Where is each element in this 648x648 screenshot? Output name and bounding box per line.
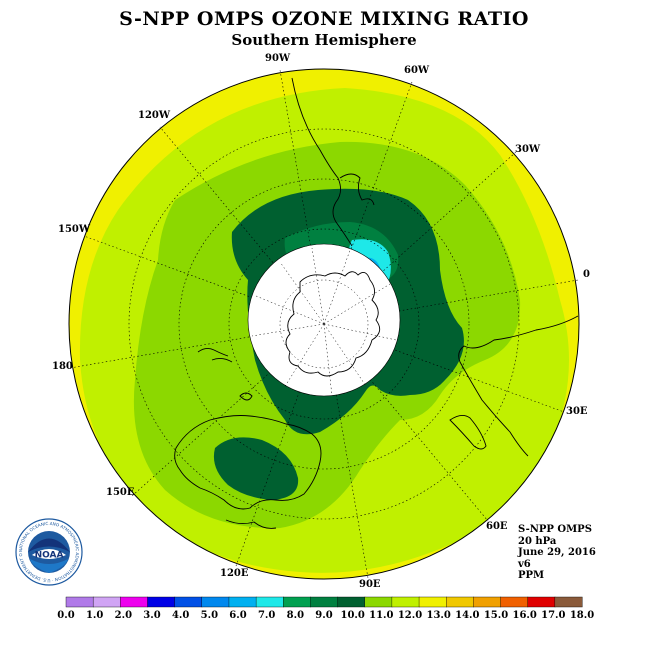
meridian-60w (323, 81, 413, 325)
colorbar-tick-label: 3.0 (143, 610, 160, 621)
lon-label-150w: 150W (58, 224, 91, 235)
map-title: S-NPP OMPS OZONE MIXING RATIO (119, 8, 529, 30)
logo-text: NOAA (35, 551, 64, 561)
colorbar-swatch (337, 596, 366, 608)
lat-circle-3 (128, 128, 520, 520)
colorbar-tick-label: 16.0 (512, 610, 536, 621)
colorbar-tick-label: 6.0 (229, 610, 246, 621)
lon-label-60w: 60W (404, 65, 430, 76)
info-units: PPM (518, 570, 545, 581)
polar-night-cap (247, 243, 401, 397)
colorbar-swatch (228, 596, 257, 608)
colorbar-tick-label: 15.0 (484, 610, 508, 621)
colorbar-tick-label: 0.0 (57, 610, 74, 621)
colorbar-tick-label: 1.0 (86, 610, 103, 621)
lon-label-150e: 150E (106, 487, 135, 498)
colorbar-tick-label: 11.0 (369, 610, 393, 621)
lon-label-120e: 120E (220, 568, 249, 579)
colorbar-swatch (92, 596, 121, 608)
south-america-coast (291, 77, 353, 247)
colorbar-tick-label: 7.0 (258, 610, 275, 621)
australia-coast (174, 415, 322, 510)
colorbar-swatch (364, 596, 393, 608)
lat-circle-2 (178, 178, 470, 470)
info-date: June 29, 2016 (518, 547, 596, 558)
colorbar-tick-label: 8.0 (287, 610, 304, 621)
colorbar-swatch (120, 596, 148, 608)
africa-coast (458, 315, 579, 457)
meridian-90w (279, 69, 325, 325)
coastlines (174, 77, 579, 529)
colorbar-tick-label: 13.0 (426, 610, 450, 621)
colorbar-swatch (473, 596, 502, 608)
colorbar-tick-label: 12.0 (398, 610, 422, 621)
colorbar-swatch (255, 596, 284, 608)
info-instrument: S-NPP OMPS (518, 524, 592, 535)
cap-graticule (251, 247, 397, 397)
colorbar-swatch (554, 596, 583, 608)
lon-label-90w: 90W (265, 53, 291, 64)
info-panel: S-NPP OMPS 20 hPa June 29, 2016 v6 PPM (518, 524, 596, 582)
meridian-120w (159, 126, 325, 325)
colorbar-swatch (147, 596, 176, 608)
lon-label-0: 0 (583, 269, 590, 280)
colorbar-swatch (391, 596, 420, 608)
colorbar-swatch (527, 596, 556, 608)
south-america-east-coast (339, 173, 375, 206)
colorbar-swatch (174, 596, 203, 608)
colorbar: 0.0 1.0 2.0 3.0 4.0 5.0 6.0 7.0 8.0 9.0 10.0 11.0 12… (57, 596, 594, 621)
colorbar-swatch (201, 596, 230, 608)
colorbar-tick-label: 9.0 (315, 610, 332, 621)
colorbar-swatch (500, 596, 529, 608)
colorbar-swatch (310, 596, 339, 608)
colorbar-tick-label: 2.0 (115, 610, 132, 621)
colorbar-swatch (283, 596, 311, 608)
antarctica-coast (285, 271, 381, 377)
colorbar-tick-label: 14.0 (455, 610, 479, 621)
lon-label-120w: 120W (138, 110, 171, 121)
meridian-0 (323, 279, 579, 325)
colorbar-ticks: 0.0 1.0 2.0 3.0 4.0 5.0 6.0 7.0 8.0 9.0 10.0 11.0 12… (57, 610, 594, 621)
colorbar-swatch (446, 596, 474, 608)
madagascar-coast (449, 415, 487, 450)
colorbar-tick-label: 18.0 (570, 610, 594, 621)
meridian-180 (69, 323, 325, 369)
map-subtitle: Southern Hemisphere (231, 31, 417, 49)
lon-label-90e: 90E (359, 579, 381, 590)
colorbar-swatch (65, 596, 94, 608)
lon-label-30w: 30W (515, 144, 541, 155)
new-zealand-south-coast (211, 357, 233, 363)
lon-label-180: 180 (52, 361, 73, 372)
colorbar-swatch (418, 596, 447, 608)
colorbar-tick-label: 10.0 (340, 610, 364, 621)
colorbar-swatches (65, 596, 583, 608)
meridian-90e (323, 323, 369, 579)
info-level: 20 hPa (518, 535, 557, 547)
meridian-30e (323, 323, 565, 413)
new-zealand-coast (197, 347, 229, 357)
meridian-120e (235, 323, 325, 567)
indonesia-coast (225, 519, 277, 529)
colorbar-tick-label: 4.0 (172, 610, 189, 621)
lon-label-60e: 60E (486, 521, 508, 532)
info-version: v6 (518, 558, 531, 570)
lat-circle-1 (228, 228, 420, 420)
globe-outline (68, 68, 580, 580)
colorbar-tick-label: 5.0 (201, 610, 218, 621)
meridian-30w (323, 151, 517, 325)
meridian-150w (83, 235, 325, 325)
meridian-150e (131, 323, 325, 497)
tasmania-coast (239, 392, 253, 401)
colorbar-tick-label: 17.0 (541, 610, 565, 621)
meridian-60e (323, 323, 489, 522)
noaa-logo: NATIONAL OCEANIC AND ATMOSPHERIC ADMINIS… (14, 517, 83, 586)
lon-label-30e: 30E (566, 406, 588, 417)
